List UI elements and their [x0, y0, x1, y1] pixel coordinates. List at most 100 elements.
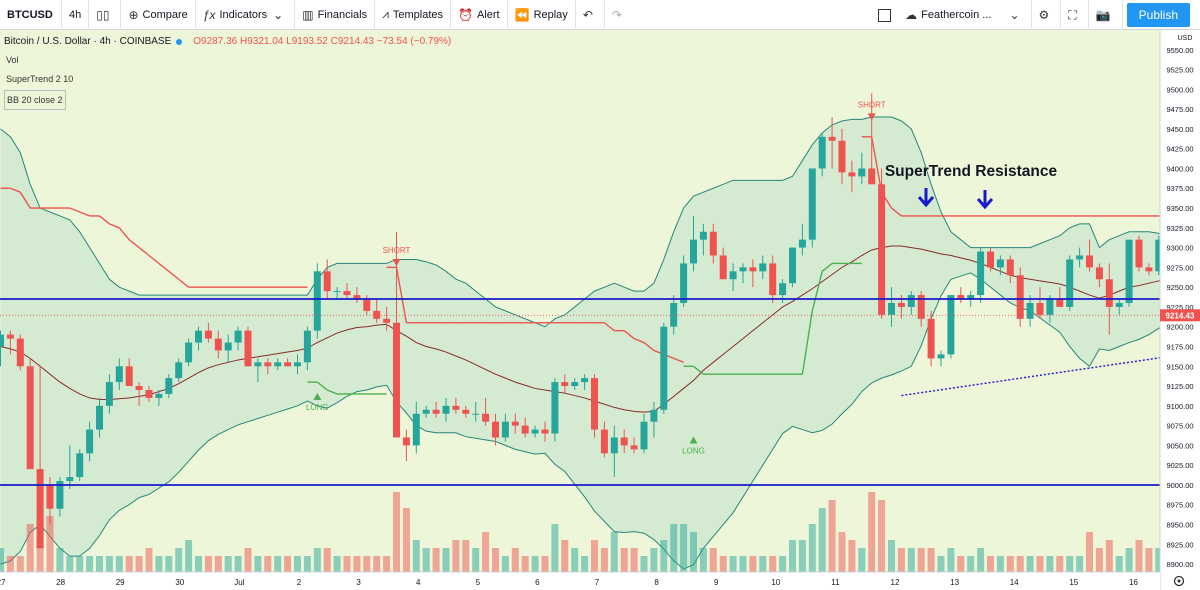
candle — [462, 405, 470, 418]
candle-body — [26, 366, 34, 470]
volume-bar — [145, 548, 153, 572]
volume-bar — [155, 556, 163, 572]
candle — [125, 358, 133, 387]
fullscreen-button[interactable]: ⛶ — [1061, 0, 1089, 30]
volume-bar — [333, 556, 341, 572]
supertrend-segment — [118, 227, 130, 241]
drawing-lines — [0, 298, 1200, 486]
candle-body — [531, 429, 539, 434]
supertrend-segment — [623, 330, 635, 340]
current-price-label: 9214.43 — [1166, 311, 1195, 320]
time-axis[interactable]: 27 28 29 30 Jul 2 3 4 5 6 7 8 9 10 11 12 13 14 15 16 — [0, 578, 1138, 587]
indicators-label: Indicators — [219, 8, 268, 21]
candle — [769, 255, 777, 303]
candle — [294, 354, 301, 375]
signal-label: LONG — [306, 403, 329, 412]
volume-bar — [313, 548, 321, 572]
price-tick-label: 9100.00 — [1166, 402, 1193, 411]
candle — [56, 477, 64, 517]
candle-body — [789, 247, 796, 284]
volume-bar — [1125, 548, 1133, 572]
candle-body — [1115, 302, 1123, 307]
compare-label: Compare — [142, 8, 188, 21]
legend-title: Bitcoin / U.S. Dollar · 4h · COINBASE — [4, 36, 172, 47]
undo-button[interactable]: ↶ — [576, 0, 605, 30]
candle — [610, 425, 618, 478]
compare-button[interactable]: ⊕ Compare — [121, 0, 196, 30]
candle-body — [155, 393, 163, 398]
volume-bar — [888, 540, 895, 572]
supertrend-segment — [128, 239, 140, 249]
layout-selector[interactable]: ☁ Feathercoin ... ⌄ — [898, 0, 1032, 30]
gear-icon: ⚙ — [1038, 8, 1050, 22]
templates-button[interactable]: ⩘ Templates — [375, 0, 452, 30]
volume-bar — [1095, 548, 1103, 572]
fullscreen-box-button[interactable] — [871, 0, 898, 30]
price-tick-label: 9375.00 — [1166, 184, 1193, 193]
time-tick-label: 15 — [1069, 578, 1078, 587]
candle — [402, 429, 410, 462]
chart-style-button[interactable]: ▯▯ — [89, 0, 122, 30]
legend-bollinger[interactable]: BB 20 close 2 — [4, 90, 66, 110]
supertrend-segment — [79, 211, 90, 217]
candle-body — [56, 481, 64, 509]
volume-bar — [917, 548, 925, 572]
candle-body — [858, 168, 866, 177]
candle-body — [96, 405, 103, 430]
settings-button[interactable]: ⚙ — [1032, 0, 1062, 30]
volume-bar — [591, 540, 598, 572]
candle-body — [680, 263, 688, 303]
candle-body — [878, 184, 886, 315]
time-tick-label: 2 — [297, 578, 302, 587]
candle — [492, 413, 499, 446]
candle-body — [66, 477, 74, 482]
legend-supertrend[interactable]: SuperTrend 2 10 — [6, 74, 74, 84]
redo-button[interactable]: ↷ — [605, 0, 633, 30]
candle — [313, 263, 321, 339]
candle — [195, 326, 202, 351]
candle — [353, 287, 361, 303]
supertrend-segment — [821, 262, 833, 272]
replay-button[interactable]: ⏪ Replay — [508, 0, 576, 30]
volume-bar — [254, 556, 262, 572]
symbol-search[interactable]: BTCUSD — [0, 0, 62, 30]
alert-button[interactable]: ⏰ Alert — [451, 0, 508, 30]
candle — [115, 358, 123, 391]
time-tick-label: 11 — [831, 578, 840, 587]
volume-bar — [798, 540, 806, 572]
volume-bar — [402, 508, 410, 572]
supertrend-segment — [395, 267, 408, 323]
volume-bar — [630, 548, 638, 572]
snapshot-button[interactable]: 📷 — [1089, 0, 1123, 30]
rewind-icon: ⏪ — [514, 7, 530, 22]
chart-background — [0, 30, 1160, 572]
axis-settings-gear-icon[interactable] — [1173, 575, 1185, 587]
indicators-button[interactable]: ƒx Indicators ⌄ — [196, 0, 296, 30]
candle — [808, 168, 816, 248]
candle — [927, 310, 935, 367]
financials-button[interactable]: ▥ Financials — [295, 0, 376, 30]
candle — [1016, 267, 1024, 327]
candle-body — [1026, 302, 1034, 319]
volume-bar — [343, 556, 351, 572]
volume-bar — [1006, 556, 1014, 572]
candle-body — [818, 136, 826, 169]
replay-label: Replay — [533, 8, 568, 21]
volume-bar — [204, 556, 212, 572]
price-chart[interactable]: SHORT LONG LONG SHORT SuperTrend Resistance… — [0, 30, 1200, 590]
price-axis[interactable]: USD 9550.00 9525.00 9500.00 9475.00 9450.00 9… — [1160, 35, 1200, 569]
candle-body — [115, 366, 123, 383]
volume-bar — [432, 548, 440, 572]
candle — [699, 223, 707, 256]
candle-body — [620, 437, 628, 446]
candle — [1086, 239, 1093, 272]
volume-bar — [1046, 556, 1054, 572]
candle-body — [125, 366, 133, 387]
legend-volume[interactable]: Vol — [6, 55, 19, 65]
interval-button[interactable]: 4h — [62, 0, 90, 30]
volume-bar — [264, 556, 272, 572]
publish-button[interactable]: Publish — [1126, 3, 1190, 27]
down-arrow-icon — [917, 188, 935, 208]
signal-markers: SHORT LONG LONG SHORT — [306, 100, 886, 455]
volume-bar — [185, 540, 193, 572]
